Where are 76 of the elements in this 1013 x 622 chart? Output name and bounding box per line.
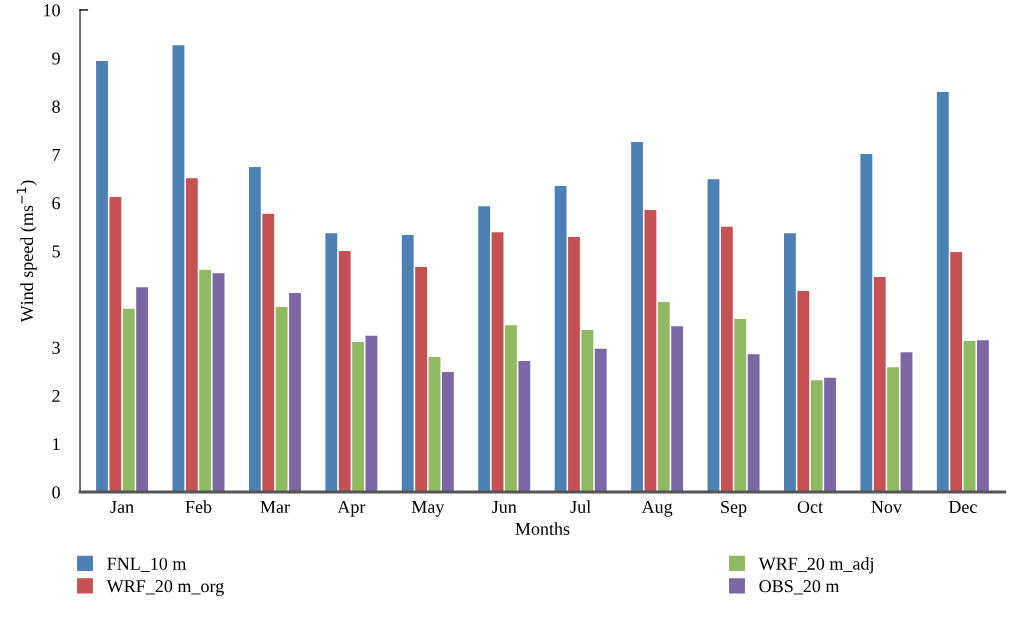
- bar: [248, 167, 261, 492]
- bar: [478, 206, 491, 492]
- bar: [505, 325, 517, 492]
- y-tick-label: 7: [52, 149, 61, 161]
- legend-label: WRF_20 m_adj: [758, 557, 873, 574]
- bar: [671, 326, 684, 492]
- bar: [720, 226, 733, 492]
- bar: [644, 210, 657, 492]
- bar: [887, 367, 900, 492]
- x-axis-title: Months: [515, 522, 570, 535]
- y-tick-label: 6: [52, 197, 61, 210]
- bar: [860, 154, 873, 492]
- bar: [109, 196, 122, 492]
- x-tick-label: Jun: [492, 501, 517, 514]
- bar: [734, 318, 747, 492]
- bar: [554, 185, 567, 492]
- x-tick-label: Mar: [260, 501, 290, 514]
- bar: [963, 341, 976, 492]
- y-tick-label: 8: [52, 100, 60, 113]
- y-tick-label: 9: [52, 52, 60, 65]
- x-tick-label: Jan: [110, 501, 134, 514]
- bar: [401, 235, 414, 492]
- bar: [428, 357, 441, 492]
- bar: [96, 61, 108, 492]
- bar: [707, 179, 720, 492]
- bar: [365, 335, 378, 492]
- y-tick-label: 1: [53, 438, 60, 451]
- x-tick-label: Jul: [570, 500, 591, 514]
- bar: [568, 237, 580, 492]
- x-tick-label: Feb: [185, 500, 212, 514]
- legend-label: FNL_10 m: [107, 557, 187, 572]
- bar: [810, 380, 823, 492]
- x-tick-label: Dec: [948, 501, 977, 514]
- y-tick-label: 0: [52, 486, 60, 499]
- bar: [518, 360, 531, 492]
- bar: [325, 233, 338, 492]
- bar: [950, 251, 963, 492]
- y-tick-label: 5: [52, 245, 60, 258]
- bar: [212, 273, 225, 492]
- bar: [491, 232, 504, 492]
- y-tick-label: 10: [44, 4, 60, 17]
- bar: [784, 233, 796, 492]
- bar: [581, 330, 594, 492]
- bar: [824, 377, 836, 492]
- x-tick-label: Oct: [797, 500, 823, 514]
- bar: [900, 352, 913, 492]
- x-tick-label: May: [411, 500, 445, 517]
- bar: [289, 292, 301, 492]
- bar: [936, 91, 949, 492]
- bar: [122, 308, 135, 492]
- bar: [873, 277, 886, 492]
- x-tick-label: Apr: [337, 500, 366, 517]
- bar: [747, 354, 760, 492]
- bar: [199, 269, 212, 492]
- legend-label: WRF_20 m_org: [106, 580, 224, 596]
- bar: [352, 342, 364, 492]
- bar: [977, 340, 989, 492]
- bar: [338, 250, 351, 492]
- x-tick-label: Nov: [871, 501, 902, 514]
- bar: [797, 290, 810, 492]
- x-tick-label: Sep: [721, 500, 747, 517]
- bar: [262, 213, 275, 492]
- bar: [415, 266, 428, 492]
- bar: [172, 45, 185, 492]
- y-tick-label: 3: [52, 341, 60, 354]
- legend-label: OBS_20 m: [759, 580, 840, 595]
- bar: [136, 287, 149, 492]
- bar: [594, 348, 607, 492]
- bar: [631, 142, 643, 492]
- y-axis-title: Wind speed (ms$^{−1}$): [16, 180, 37, 323]
- bar: [441, 371, 454, 492]
- x-tick-label: Aug: [641, 500, 673, 517]
- bar: [275, 306, 288, 492]
- bar: [657, 302, 670, 492]
- bar: [185, 178, 198, 492]
- y-tick-label: 2: [52, 389, 60, 402]
